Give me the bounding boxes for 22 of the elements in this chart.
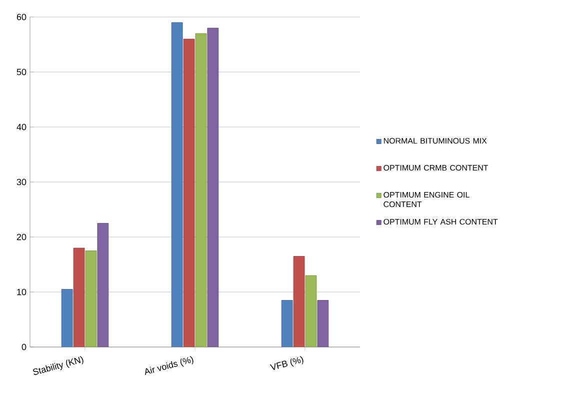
y-tick-label: 50 bbox=[16, 68, 26, 76]
bar bbox=[85, 250, 97, 347]
x-tick-label: Air voids (%) bbox=[145, 356, 194, 375]
y-tick-label: 60 bbox=[16, 14, 26, 20]
bar bbox=[317, 300, 329, 347]
bar bbox=[207, 28, 219, 347]
y-tick-label: 20 bbox=[16, 234, 26, 240]
bar bbox=[281, 300, 293, 347]
x-tick-label: Stability (KN) bbox=[33, 356, 84, 375]
y-tick-label: 0 bbox=[22, 344, 26, 350]
x-tick-label: VFB (%) bbox=[270, 356, 304, 370]
bar bbox=[183, 38, 195, 347]
y-tick-label: 30 bbox=[16, 178, 26, 186]
y-tick-label: 40 bbox=[16, 124, 26, 130]
bar bbox=[293, 256, 305, 347]
bar bbox=[305, 275, 317, 347]
y-tick-label: 10 bbox=[17, 288, 26, 296]
bar bbox=[73, 248, 85, 347]
bar bbox=[195, 33, 207, 347]
bar bbox=[61, 289, 73, 347]
bar bbox=[97, 223, 109, 347]
bar bbox=[171, 22, 183, 347]
